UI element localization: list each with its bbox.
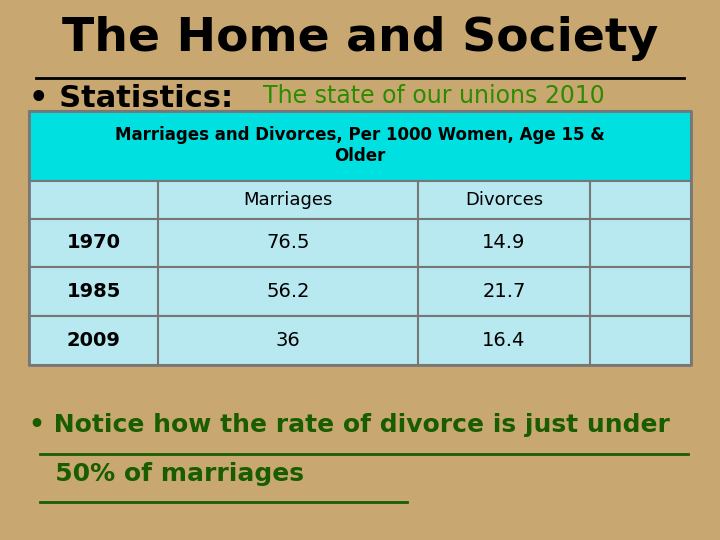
Text: • Statistics:: • Statistics: (29, 84, 233, 113)
Text: 76.5: 76.5 (266, 233, 310, 253)
Text: The Home and Society: The Home and Society (62, 16, 658, 61)
Text: Divorces: Divorces (465, 191, 543, 209)
Text: 1970: 1970 (67, 233, 121, 253)
Text: 36: 36 (276, 330, 300, 350)
Text: 1985: 1985 (66, 282, 121, 301)
Text: 16.4: 16.4 (482, 330, 526, 350)
FancyBboxPatch shape (29, 267, 691, 316)
Text: 56.2: 56.2 (266, 282, 310, 301)
Text: The state of our unions 2010: The state of our unions 2010 (263, 84, 605, 107)
FancyBboxPatch shape (29, 219, 691, 267)
Text: 50% of marriages: 50% of marriages (29, 462, 304, 485)
Text: 14.9: 14.9 (482, 233, 526, 253)
FancyBboxPatch shape (29, 181, 691, 219)
FancyBboxPatch shape (29, 316, 691, 364)
Text: • Notice how the rate of divorce is just under: • Notice how the rate of divorce is just… (29, 413, 670, 437)
Text: 21.7: 21.7 (482, 282, 526, 301)
FancyBboxPatch shape (29, 111, 691, 181)
Text: Marriages and Divorces, Per 1000 Women, Age 15 &
Older: Marriages and Divorces, Per 1000 Women, … (115, 126, 605, 165)
Text: Marriages: Marriages (243, 191, 333, 209)
Text: 2009: 2009 (67, 330, 120, 350)
